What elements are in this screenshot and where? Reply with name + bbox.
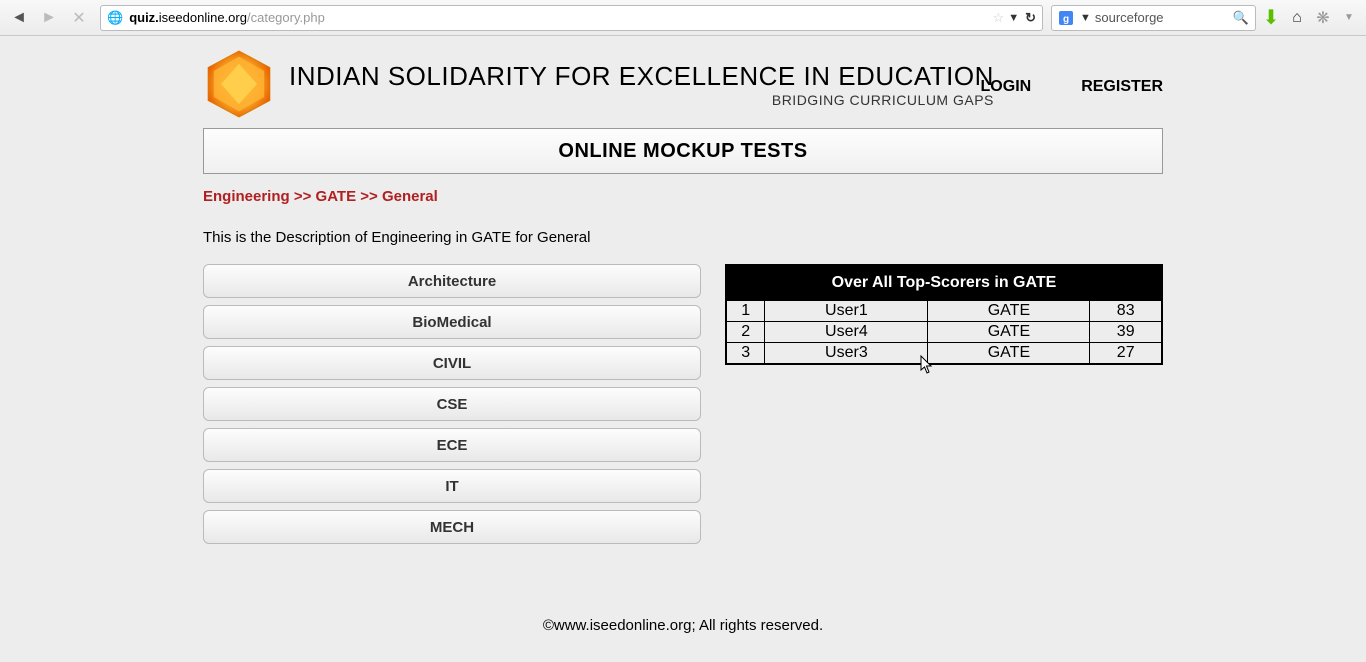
scorers-table: Over All Top-Scorers in GATE 1User1GATE8… <box>725 264 1163 365</box>
category-button[interactable]: ECE <box>203 428 701 462</box>
site-title: INDIAN SOLIDARITY FOR EXCELLENCE IN EDUC… <box>289 61 994 92</box>
table-cell: GATE <box>928 343 1090 365</box>
search-icon[interactable]: 🔍 <box>1233 10 1249 26</box>
category-button[interactable]: IT <box>203 469 701 503</box>
back-button[interactable]: ◄ <box>6 5 32 31</box>
forward-button[interactable]: ► <box>36 5 62 31</box>
menu-button[interactable]: ✕ <box>66 5 92 31</box>
site-header: INDIAN SOLIDARITY FOR EXCELLENCE IN EDUC… <box>203 48 1163 120</box>
page-banner: ONLINE MOCKUP TESTS <box>203 128 1163 174</box>
search-input[interactable]: sourceforge <box>1095 10 1233 25</box>
url-dropdown-icon[interactable]: ▼ <box>1008 12 1019 24</box>
search-bar[interactable]: g ▼ sourceforge 🔍 <box>1051 5 1256 31</box>
table-cell: User1 <box>765 301 928 322</box>
toolbar-dropdown-icon[interactable]: ▼ <box>1338 7 1360 29</box>
scorers-title: Over All Top-Scorers in GATE <box>726 265 1162 301</box>
table-cell: 39 <box>1090 322 1162 343</box>
login-link[interactable]: LOGIN <box>981 78 1032 96</box>
table-cell: GATE <box>928 301 1090 322</box>
reload-icon[interactable]: ↻ <box>1025 10 1036 26</box>
page-description: This is the Description of Engineering i… <box>203 229 1163 246</box>
addon-icon[interactable]: ❋ <box>1312 7 1334 29</box>
banner-text: ONLINE MOCKUP TESTS <box>558 140 807 163</box>
google-icon[interactable]: g <box>1058 10 1074 26</box>
table-cell: 83 <box>1090 301 1162 322</box>
category-list: Architecture BioMedical CIVIL CSE ECE IT MECH <box>203 264 701 551</box>
category-button[interactable]: MECH <box>203 510 701 544</box>
site-tagline: BRIDGING CURRICULUM GAPS <box>772 92 994 108</box>
table-cell: User4 <box>765 322 928 343</box>
table-cell: 2 <box>726 322 765 343</box>
category-button[interactable]: Architecture <box>203 264 701 298</box>
breadcrumb[interactable]: Engineering >> GATE >> General <box>203 188 1163 205</box>
table-cell: 3 <box>726 343 765 365</box>
bookmark-star-icon[interactable]: ☆ <box>993 10 1005 26</box>
register-link[interactable]: REGISTER <box>1081 78 1163 96</box>
table-row: 3User3GATE27 <box>726 343 1162 365</box>
table-row: 1User1GATE83 <box>726 301 1162 322</box>
site-logo <box>203 48 275 120</box>
download-icon[interactable]: ⬇ <box>1260 7 1282 29</box>
url-path: /category.php <box>247 10 325 25</box>
table-cell: User3 <box>765 343 928 365</box>
home-icon[interactable]: ⌂ <box>1286 7 1308 29</box>
table-row: 2User4GATE39 <box>726 322 1162 343</box>
table-cell: GATE <box>928 322 1090 343</box>
category-button[interactable]: CSE <box>203 387 701 421</box>
globe-icon: 🌐 <box>107 10 123 26</box>
url-domain: iseedonline.org <box>159 10 247 25</box>
svg-text:g: g <box>1063 14 1069 25</box>
table-cell: 1 <box>726 301 765 322</box>
browser-toolbar: ◄ ► ✕ 🌐 quiz.iseedonline.org/category.ph… <box>0 0 1366 36</box>
footer-text: ©www.iseedonline.org; All rights reserve… <box>203 617 1163 634</box>
engine-dropdown-icon[interactable]: ▼ <box>1080 12 1091 24</box>
url-bar[interactable]: 🌐 quiz.iseedonline.org/category.php ☆ ▼ … <box>100 5 1043 31</box>
table-cell: 27 <box>1090 343 1162 365</box>
category-button[interactable]: CIVIL <box>203 346 701 380</box>
category-button[interactable]: BioMedical <box>203 305 701 339</box>
url-subdomain: quiz. <box>129 10 159 25</box>
